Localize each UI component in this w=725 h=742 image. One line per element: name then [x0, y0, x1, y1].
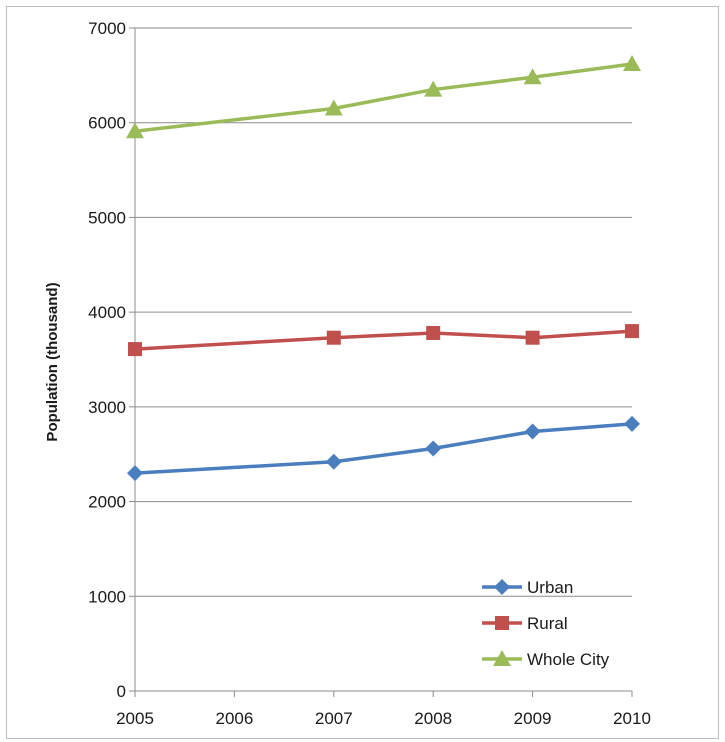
y-tick-label: 6000: [88, 114, 126, 133]
y-tick-label: 4000: [88, 303, 126, 322]
y-tick-label: 7000: [88, 19, 126, 38]
data-point: [128, 342, 142, 357]
series-line: [134, 329, 633, 351]
y-tick-label: 2000: [88, 493, 126, 512]
x-tick-label: 2006: [215, 709, 253, 728]
series-line: [134, 62, 633, 133]
x-tick-label: 2005: [116, 709, 154, 728]
legend: Urban Rural Whole City: [482, 578, 610, 669]
series-whole-city: [126, 54, 641, 139]
y-tick-label: 5000: [88, 208, 126, 227]
x-tick-label: 2010: [613, 709, 651, 728]
data-point: [126, 122, 144, 139]
x-tick-label: 2007: [315, 709, 353, 728]
legend-item: Urban: [482, 578, 573, 597]
legend-label: Whole City: [527, 650, 610, 669]
chart-frame: [6, 6, 719, 739]
legend-swatch-marker: [494, 579, 510, 595]
series-urban: [127, 415, 640, 482]
data-point: [524, 423, 541, 440]
data-point: [623, 54, 641, 71]
x-tick-label: 2009: [514, 709, 552, 728]
series-rural: [128, 324, 639, 357]
data-point: [624, 415, 640, 432]
data-point: [127, 465, 143, 482]
data-point: [326, 330, 341, 345]
legend-label: Rural: [527, 614, 568, 633]
series-lines: [126, 54, 641, 482]
legend-swatch-marker: [493, 650, 511, 666]
data-point: [324, 99, 343, 116]
axes: 0 1000 2000 3000 4000 5000 6000 7000 2005 2006 200…: [88, 19, 651, 728]
gridlines: [135, 27, 632, 597]
y-tick-label: 3000: [88, 398, 126, 417]
y-tick-label: 0: [117, 682, 126, 701]
y-axis-label: Population (thousand): [44, 282, 61, 441]
y-tick-label: 1000: [88, 587, 126, 606]
data-point: [425, 440, 442, 457]
legend-label: Urban: [527, 578, 573, 597]
series-line: [134, 422, 633, 475]
data-point: [325, 453, 342, 470]
legend-item: Whole City: [482, 650, 610, 669]
data-point: [523, 68, 542, 85]
data-point: [525, 330, 540, 345]
legend-item: Rural: [482, 614, 568, 633]
data-point: [625, 324, 639, 339]
legend-swatch-marker: [495, 616, 509, 630]
data-point: [426, 325, 441, 340]
x-tick-label: 2008: [414, 709, 452, 728]
data-point: [424, 80, 443, 97]
